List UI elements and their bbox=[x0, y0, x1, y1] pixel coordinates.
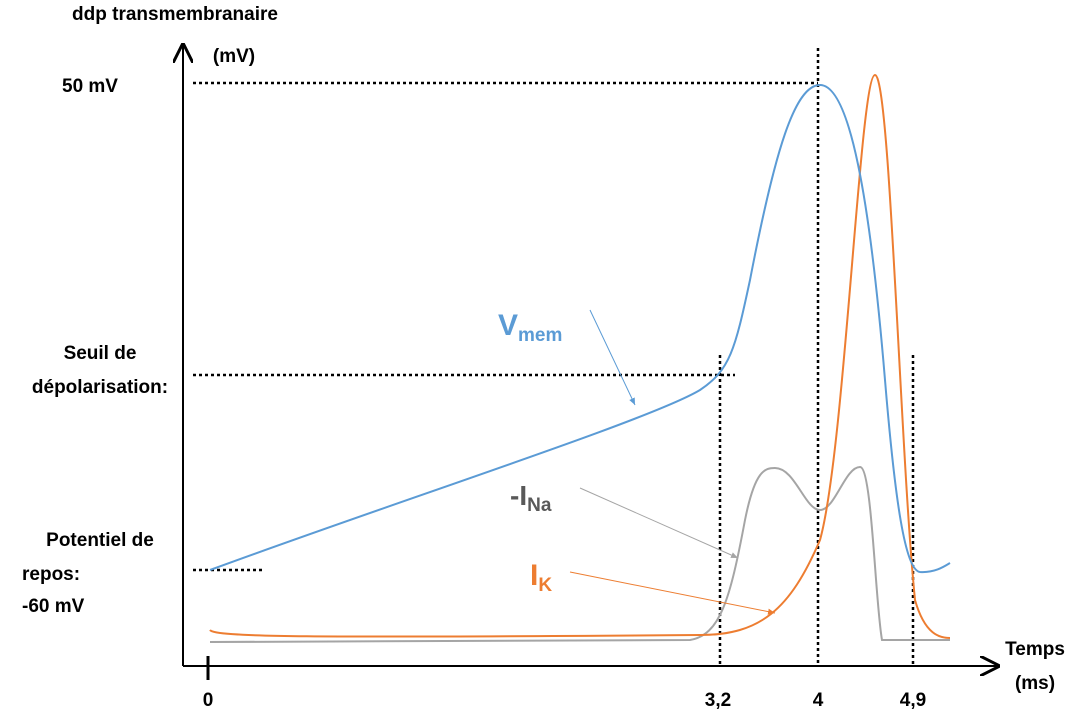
label-main: V bbox=[498, 309, 518, 342]
x-tick-label: 4 bbox=[813, 690, 824, 711]
ik-pointer bbox=[569, 571, 776, 615]
ina-curve bbox=[209, 465, 950, 643]
vmem-label: Vmem bbox=[498, 309, 562, 346]
vmem-curve bbox=[209, 83, 951, 574]
label-subscript: Na bbox=[527, 495, 552, 516]
peak-label: 50 mV bbox=[62, 76, 118, 97]
label-main: -I bbox=[510, 480, 527, 511]
y-axis-unit: (mV) bbox=[213, 46, 255, 67]
threshold-label: dépolarisation: bbox=[32, 377, 168, 398]
ina-pointer bbox=[579, 487, 739, 559]
rest-label: -60 mV bbox=[22, 596, 85, 617]
x-axis-title: Temps bbox=[1005, 639, 1065, 660]
label-main: I bbox=[530, 559, 538, 592]
ina-label: -INa bbox=[510, 480, 552, 516]
y-axis-title: ddp transmembranaire bbox=[72, 4, 278, 25]
rest-label: repos: bbox=[22, 564, 80, 585]
label-subscript: K bbox=[538, 575, 552, 596]
x-tick-label: 4,9 bbox=[900, 690, 926, 711]
label-subscript: mem bbox=[518, 325, 562, 346]
threshold-label: Seuil de bbox=[64, 343, 137, 364]
ik-label: IK bbox=[530, 559, 552, 596]
x-axis-unit: (ms) bbox=[1015, 673, 1055, 694]
rest-label: Potentiel de bbox=[46, 530, 154, 551]
vmem-pointer bbox=[589, 309, 636, 406]
ik-curve bbox=[209, 73, 951, 639]
x-tick-label: 0 bbox=[203, 690, 214, 711]
x-tick-label: 3,2 bbox=[705, 690, 731, 711]
